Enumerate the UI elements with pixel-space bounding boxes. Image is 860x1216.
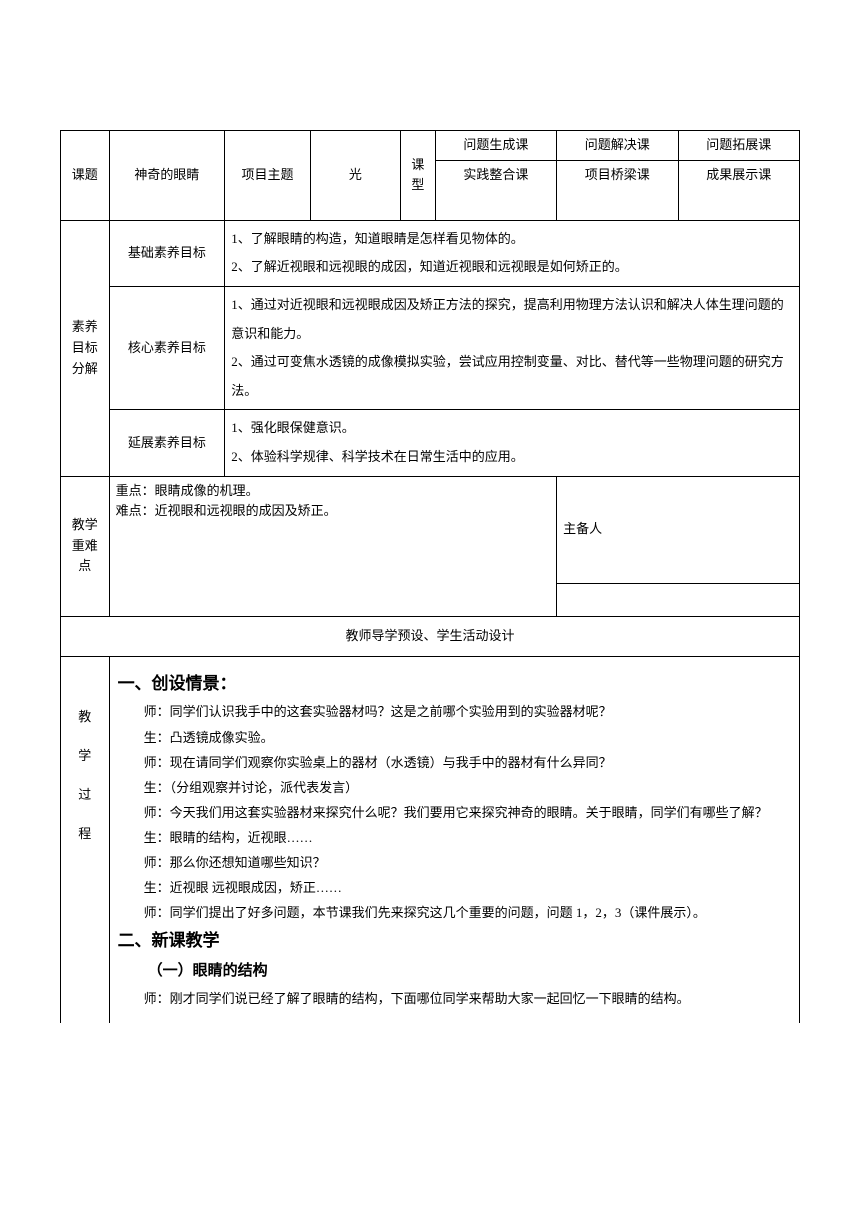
header-col2-label: 项目主题: [225, 131, 311, 221]
core-goal-label: 核心素养目标: [109, 286, 225, 409]
goals-section-label: 素养目标分解: [61, 220, 110, 476]
process-label: 教 学 过 程: [61, 656, 110, 1023]
design-title: 教师导学预设、学生活动设计: [61, 616, 800, 656]
s1-line-3: 生：（分组观察并讨论，派代表发言）: [118, 777, 791, 799]
preparer-label: 主备人: [557, 476, 800, 584]
header-col3-label: 课型: [400, 131, 435, 221]
s1-line-8: 师：同学们提出了好多问题，本节课我们先来探究这几个重要的问题，问题 1，2，3（…: [118, 902, 791, 924]
type-r1c3: 问题拓展课: [678, 131, 799, 161]
header-col1-label: 课题: [61, 131, 110, 221]
type-r2c1: 实践整合课: [435, 160, 556, 220]
s1-line-4: 师：今天我们用这套实验器材来探究什么呢？我们要用它来探究神奇的眼睛。关于眼睛，同…: [118, 802, 791, 824]
keypoints-content: 重点：眼睛成像的机理。 难点：近视眼和远视眼的成因及矫正。: [109, 476, 557, 616]
header-col2-value: 光: [310, 131, 400, 221]
s2-line: 师：刚才同学们说已经了解了眼睛的结构，下面哪位同学来帮助大家一起回忆一下眼睛的结…: [118, 988, 791, 1010]
preparer-value: [557, 584, 800, 616]
type-r2c2: 项目桥梁课: [557, 160, 678, 220]
extend-goal-label: 延展素养目标: [109, 410, 225, 476]
basic-goal-label: 基础素养目标: [109, 220, 225, 286]
lesson-plan-table: 课题 神奇的眼睛 项目主题 光 课型 问题生成课 问题解决课 问题拓展课 实践整…: [60, 130, 800, 1024]
s1-line-0: 师：同学们认识我手中的这套实验器材吗？这是之前哪个实验用到的实验器材呢？: [118, 701, 791, 723]
section1-title: 一、创设情景：: [118, 670, 791, 699]
section2-sub1: （一）眼睛的结构: [118, 959, 791, 985]
process-content: 一、创设情景： 师：同学们认识我手中的这套实验器材吗？这是之前哪个实验用到的实验…: [109, 656, 799, 1023]
extend-goal-content: 1、强化眼保健意识。 2、体验科学规律、科学技术在日常生活中的应用。: [225, 410, 800, 476]
type-r2c3: 成果展示课: [678, 160, 799, 220]
s1-line-7: 生：近视眼 远视眼成因，矫正……: [118, 877, 791, 899]
s1-line-1: 生：凸透镜成像实验。: [118, 727, 791, 749]
s1-line-6: 师：那么你还想知道哪些知识？: [118, 852, 791, 874]
s1-line-5: 生：眼睛的结构，近视眼……: [118, 827, 791, 849]
keypoints-label: 教学重难点: [61, 476, 110, 616]
type-r1c2: 问题解决课: [557, 131, 678, 161]
basic-goal-content: 1、了解眼睛的构造，知道眼睛是怎样看见物体的。 2、了解近视眼和远视眼的成因，知…: [225, 220, 800, 286]
type-r1c1: 问题生成课: [435, 131, 556, 161]
s1-line-2: 师：现在请同学们观察你实验桌上的器材（水透镜）与我手中的器材有什么异同？: [118, 752, 791, 774]
core-goal-content: 1、通过对近视眼和远视眼成因及矫正方法的探究，提高利用物理方法认识和解决人体生理…: [225, 286, 800, 409]
section2-title: 二、新课教学: [118, 927, 791, 956]
header-col1-value: 神奇的眼睛: [109, 131, 225, 221]
